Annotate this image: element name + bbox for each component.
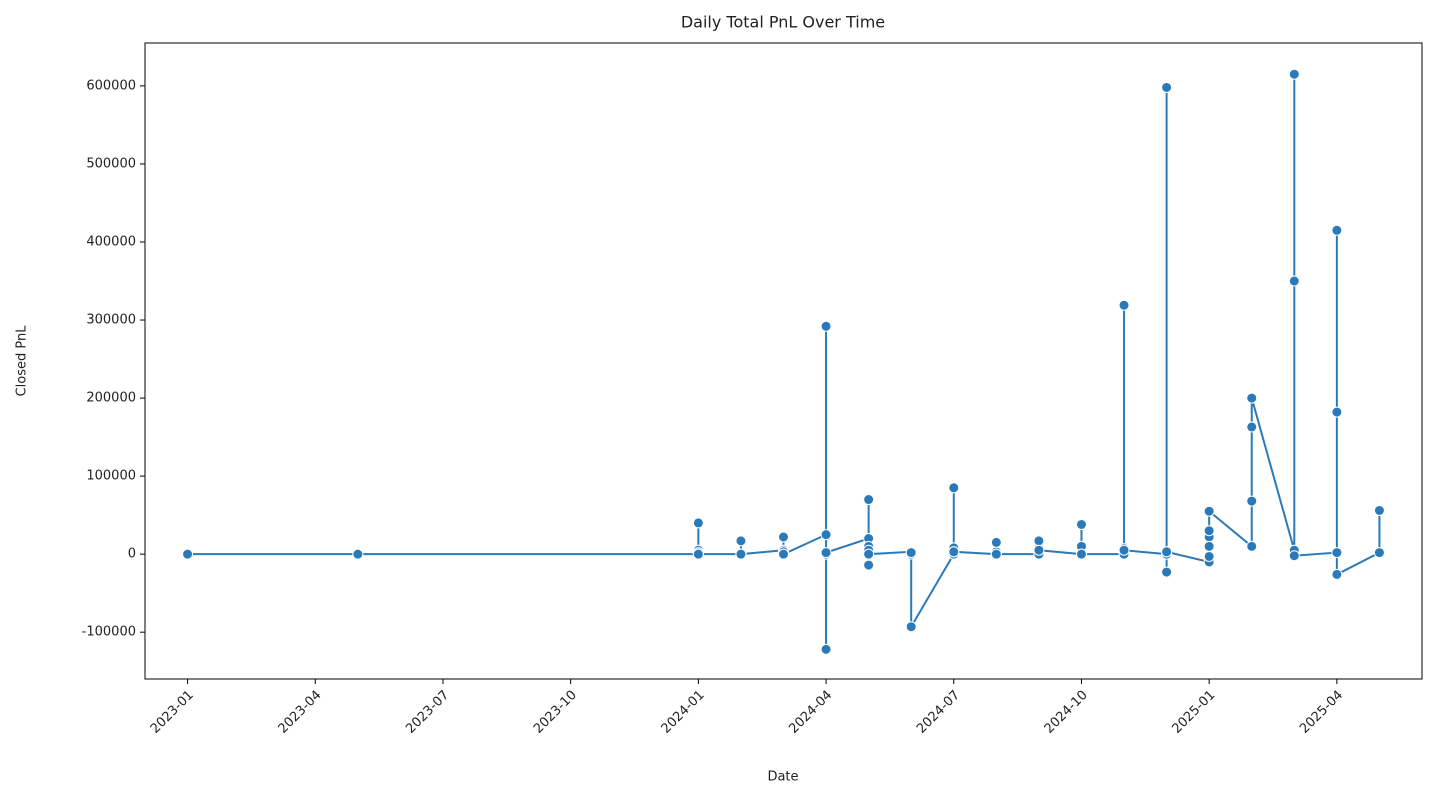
x-tick-label: 2024-01 xyxy=(659,688,708,737)
y-tick-label: 0 xyxy=(128,547,136,562)
x-tick-label: 2025-04 xyxy=(1297,688,1346,737)
data-point xyxy=(1203,505,1215,517)
data-point xyxy=(1075,518,1087,530)
data-line xyxy=(187,74,1381,650)
data-point xyxy=(990,536,1002,548)
data-point xyxy=(990,548,1002,560)
data-point xyxy=(1373,547,1385,559)
x-tick-label: 2023-10 xyxy=(531,688,580,737)
data-point xyxy=(1118,544,1130,556)
data-point xyxy=(692,548,704,560)
data-point xyxy=(1161,546,1173,558)
chart-title: Daily Total PnL Over Time xyxy=(681,13,885,32)
data-point xyxy=(820,529,832,541)
data-point xyxy=(182,548,194,560)
data-point xyxy=(820,547,832,559)
y-tick-label: 300000 xyxy=(86,313,136,328)
data-point xyxy=(820,320,832,332)
data-point xyxy=(692,517,704,529)
y-tick-label: 400000 xyxy=(86,234,136,249)
data-point xyxy=(778,531,789,543)
data-point xyxy=(1288,275,1300,287)
plot-area xyxy=(144,42,1423,680)
data-point xyxy=(1033,535,1045,547)
data-point xyxy=(1203,540,1215,552)
data-point xyxy=(1331,224,1343,236)
data-point xyxy=(778,548,789,560)
data-point xyxy=(863,559,875,571)
data-point xyxy=(1288,550,1300,562)
data-point xyxy=(1331,406,1343,418)
data-point xyxy=(1288,68,1300,80)
x-tick-label: 2024-10 xyxy=(1042,688,1091,737)
data-point xyxy=(905,621,917,633)
data-point xyxy=(1118,299,1130,311)
data-point xyxy=(1203,550,1215,562)
data-point xyxy=(735,535,747,547)
y-tick-label: 100000 xyxy=(86,469,136,484)
y-tick-label: 600000 xyxy=(86,78,136,93)
x-tick-label: 2024-07 xyxy=(914,688,963,737)
data-point xyxy=(1075,548,1087,560)
data-point xyxy=(1246,540,1258,552)
x-tick-label: 2023-07 xyxy=(403,688,452,737)
y-axis-label: Closed PnL xyxy=(15,325,30,397)
data-point xyxy=(1246,392,1258,404)
y-tick-label: 200000 xyxy=(86,391,136,406)
data-point xyxy=(1246,421,1258,433)
x-axis-label: Date xyxy=(767,770,798,785)
x-tick-label: 2023-01 xyxy=(148,688,197,737)
data-point xyxy=(948,482,960,494)
data-point xyxy=(820,643,832,655)
data-point xyxy=(1203,525,1215,537)
data-point xyxy=(352,548,364,560)
data-point xyxy=(1161,81,1173,93)
y-tick-label: 500000 xyxy=(86,156,136,171)
data-point xyxy=(735,548,747,560)
x-tick-label: 2025-01 xyxy=(1169,688,1218,737)
data-point xyxy=(1246,495,1258,507)
x-tick-label: 2024-04 xyxy=(786,688,835,737)
data-point xyxy=(1331,547,1343,559)
data-point xyxy=(1161,566,1173,578)
data-point xyxy=(905,547,917,559)
data-point xyxy=(1331,568,1343,580)
data-point xyxy=(863,548,875,560)
data-point xyxy=(948,546,960,558)
data-point xyxy=(863,494,875,506)
data-point xyxy=(1033,544,1045,556)
data-point xyxy=(1373,504,1385,516)
x-tick-label: 2023-04 xyxy=(276,688,325,737)
y-tick-label: -100000 xyxy=(82,625,136,640)
